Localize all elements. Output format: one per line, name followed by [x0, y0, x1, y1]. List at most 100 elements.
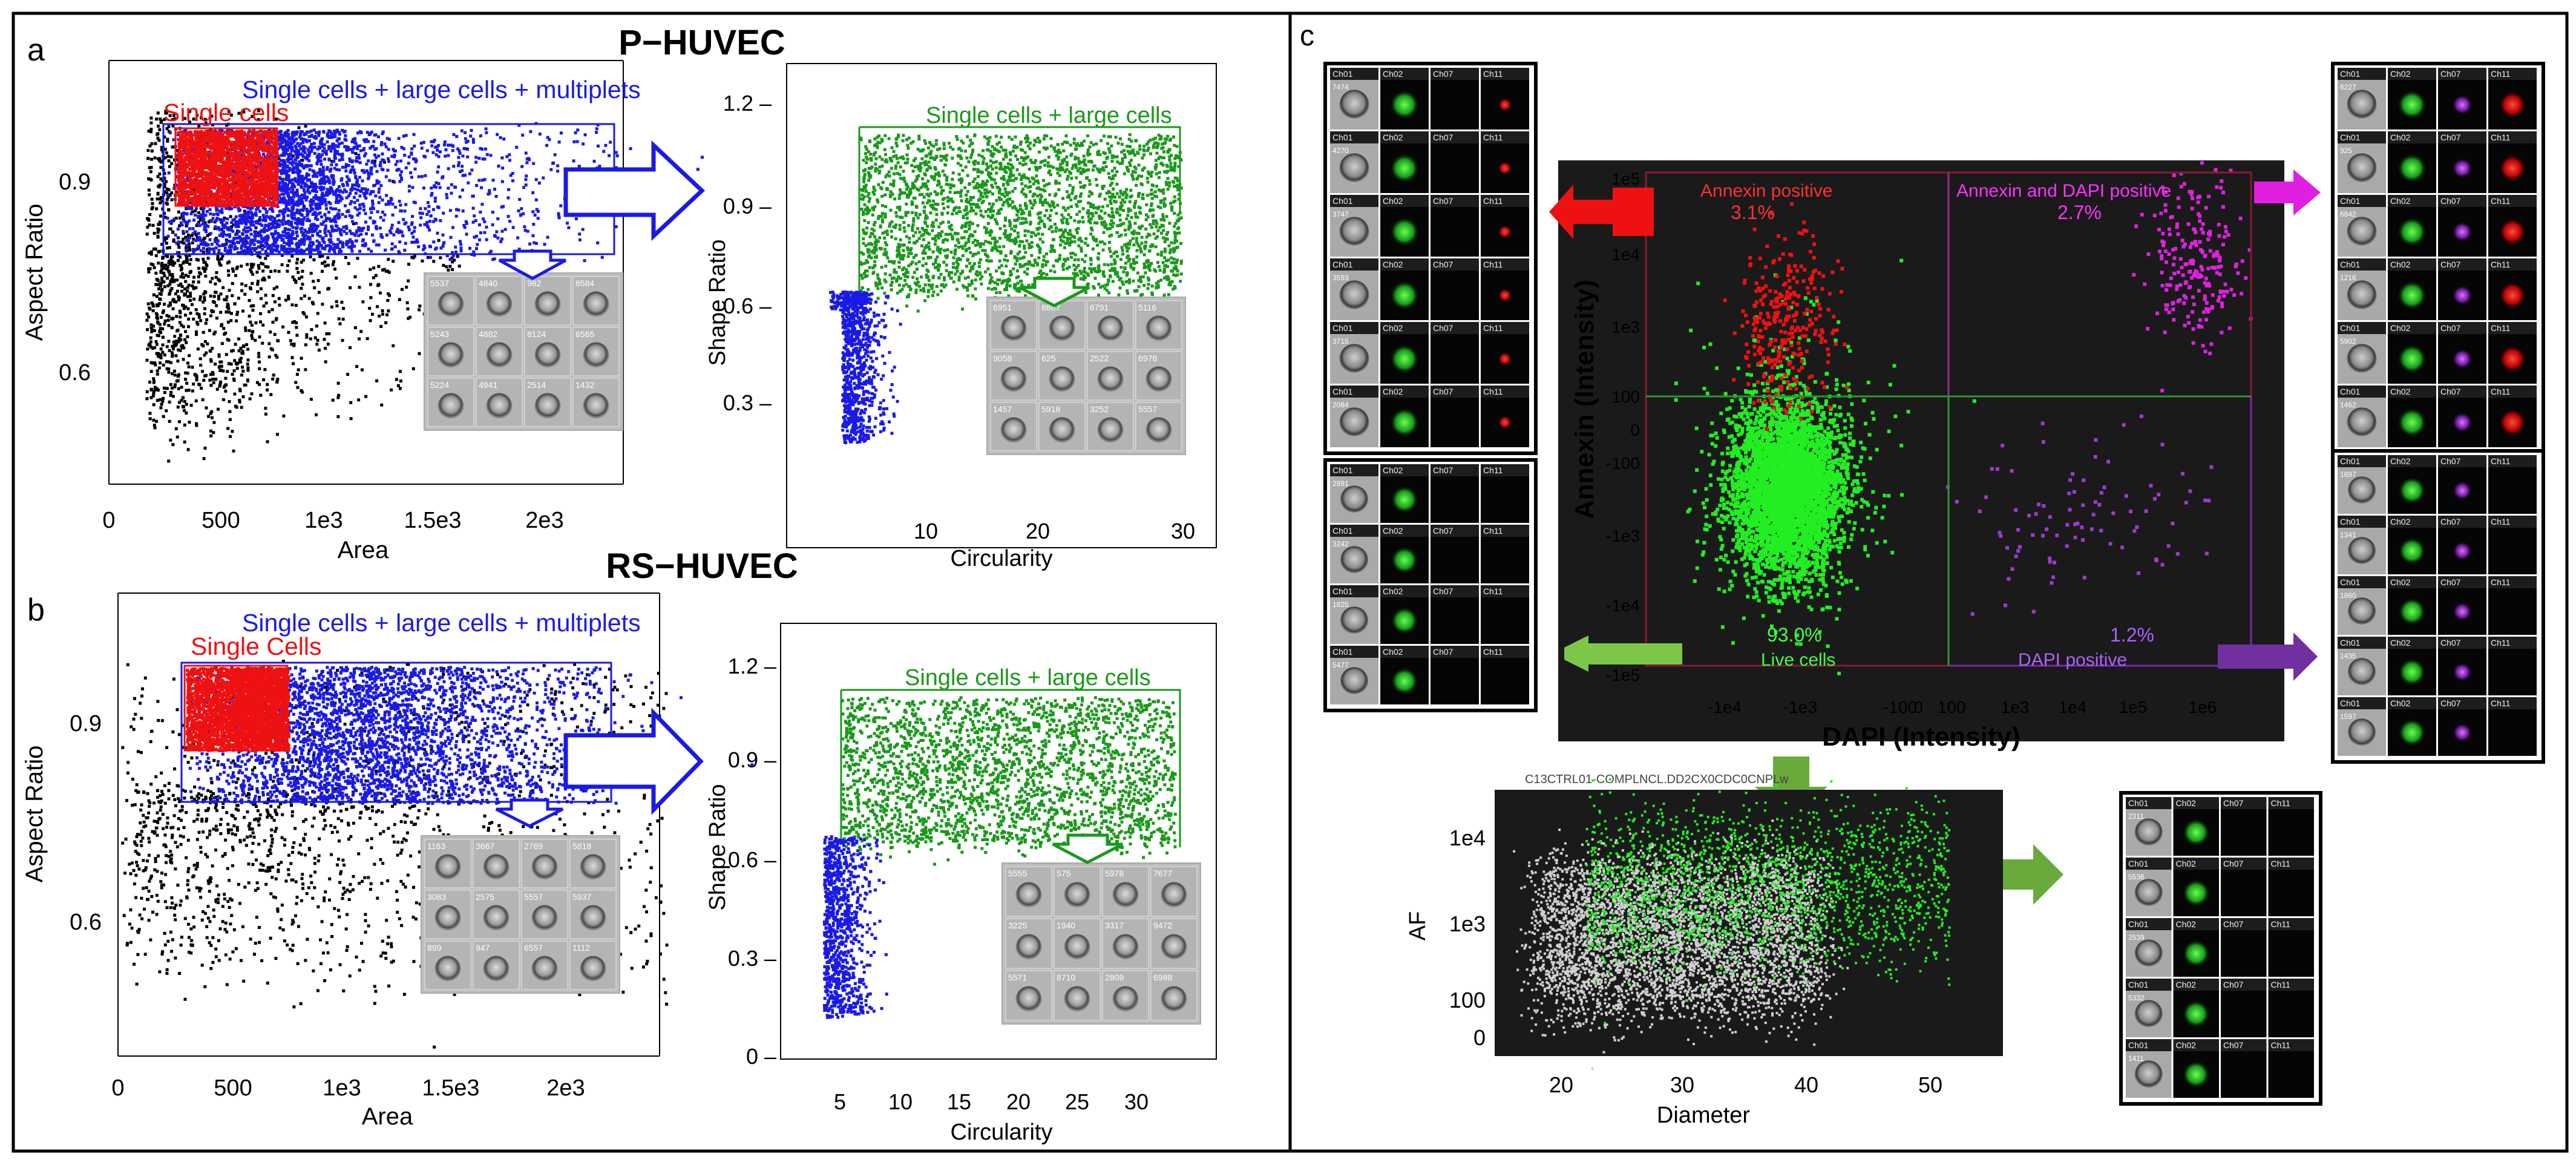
b-shape-ytick: 0.6 – — [728, 847, 776, 872]
c-box-ll-image-tile — [1431, 476, 1479, 523]
red-fluorescence-icon — [2499, 218, 2526, 246]
cell-image-icon — [1161, 882, 1187, 908]
b-big-right-arrow-icon — [563, 707, 704, 815]
dapi-fluorescence-icon — [2452, 481, 2473, 500]
brightfield-cell-icon — [2347, 407, 2377, 438]
c-box-lr-channel-header — [2438, 576, 2486, 588]
cell-image-icon — [1015, 986, 1042, 1012]
c-box-ur-id: 5902 — [2340, 337, 2356, 346]
c-box-ul-channel-label: Ch01 — [1332, 260, 1353, 269]
c-box-bot-image-tile — [2268, 870, 2314, 916]
c-quad-ytick: 1e3 — [1611, 318, 1640, 336]
a-shape-ytick: 1.2 – — [723, 91, 772, 116]
c-box-ul-image-tile — [1431, 398, 1479, 447]
brightfield-cell-icon — [2347, 537, 2376, 565]
brightfield-cell-icon — [2347, 344, 2377, 374]
b-shape-xtick: 10 — [888, 1089, 913, 1114]
c-box-ur-id: 925 — [2340, 146, 2352, 155]
c-box-ur-channel-label: Ch07 — [2440, 196, 2461, 206]
c-live-cells-spread — [1674, 258, 1976, 648]
c-quad-xtick: 1e5 — [2119, 698, 2148, 717]
a-shape-xtick: 20 — [1026, 519, 1050, 543]
cell-image-icon — [1064, 882, 1090, 908]
c-box-ll-id: 3242 — [1332, 540, 1349, 548]
b-gallery-id: 3083 — [427, 892, 446, 902]
c-box-lr-channel-header — [2338, 576, 2386, 588]
cell-image-icon — [1000, 315, 1027, 342]
a-gallery2-id: 1457 — [993, 404, 1012, 414]
c-quad-xtick: -100 — [1883, 698, 1917, 717]
a-shape-axes: 10 20 30 1.2 – 0.9 – 0.6 – 0.3 – — [723, 91, 1195, 543]
cell-image-icon — [1112, 882, 1139, 908]
c-box-ur-channel-label: Ch11 — [2491, 196, 2511, 206]
c-box-bot-channel-header — [2221, 797, 2267, 809]
b-gallery2-id: 1940 — [1057, 921, 1075, 930]
c-box-ur-channel-header — [2338, 68, 2386, 80]
red-fluorescence-icon — [1498, 161, 1512, 176]
c-box-lr-id: 1897 — [2340, 470, 2356, 479]
c-box-lr-channel-header — [2338, 455, 2386, 467]
a-gallery-id: 5537 — [430, 278, 449, 288]
c-box-ur-channel-label: Ch07 — [2440, 260, 2461, 269]
green-fluorescence-icon — [1389, 90, 1420, 120]
c-box-bot-channel-label: Ch07 — [2223, 980, 2244, 989]
cell-image-icon — [1015, 934, 1042, 960]
c-box-lr-channel-label: Ch02 — [2390, 517, 2411, 527]
c-box-ur-id: 6227 — [2340, 83, 2356, 91]
c-box-lr-channel-header — [2388, 697, 2436, 709]
c-box-bot-channel-header — [2126, 1039, 2172, 1051]
c-quad-ylabel: Annexin (Intensity) — [1570, 280, 1599, 519]
c-box-ul-channel-label: Ch01 — [1332, 196, 1353, 206]
c-quad-ytick: 1e4 — [1611, 245, 1640, 264]
c-box-lr-image-tile — [2488, 709, 2537, 756]
panel-c-letter: c — [1300, 20, 1314, 52]
c-box-ul-channel-header — [1431, 195, 1479, 207]
c-box-ur-channel-header — [2438, 386, 2486, 398]
c-box-lr-id: 1341 — [2340, 531, 2356, 539]
green-fluorescence-icon — [2182, 1060, 2211, 1089]
c-box-ll-id: 5477 — [1332, 661, 1349, 669]
c-image-box-live: Ch01 Ch02 Ch07 Ch11 2891 Ch01 Ch02 Ch07 Ch11 3242… — [1323, 458, 1538, 712]
c-arrow-red-left-head — [1549, 185, 1573, 239]
c-box-bot-id: 2539 — [2128, 933, 2145, 942]
c-box-bot-id: 2311 — [2128, 812, 2144, 821]
c-box-ll-image-tile — [1431, 597, 1479, 644]
a-gallery2-id: 5557 — [1138, 404, 1157, 414]
a-scatter-xtick: 0 — [102, 508, 115, 533]
a-gallery-id: 2514 — [527, 380, 546, 390]
c-box-ul-channel-label: Ch02 — [1383, 387, 1403, 396]
green-fluorescence-icon — [2397, 217, 2427, 247]
c-box-lr-channel-label: Ch01 — [2340, 698, 2361, 708]
c-box-ul-channel-header — [1380, 258, 1429, 271]
c-box-lr-channel-label: Ch11 — [2491, 517, 2511, 527]
cell-image-icon — [580, 905, 606, 931]
dapi-fluorescence-icon — [2451, 412, 2473, 433]
red-fluorescence-icon — [2499, 154, 2526, 182]
c-box-bot-channel-header — [2268, 797, 2314, 809]
dapi-fluorescence-icon — [2451, 157, 2473, 179]
c-box-lr-channel-label: Ch07 — [2440, 456, 2461, 466]
c-box-lr-channel-header — [2338, 637, 2386, 649]
c-box-ul-image-tile — [1431, 80, 1479, 130]
cell-image-icon — [534, 393, 561, 419]
b-gate-inner — [183, 665, 289, 752]
c-af-plot: C13CTRL01-COMPLNCL.DD2CX0CDC0CNPLw 20 30 4… — [1405, 773, 2003, 1128]
c-box-lr-channel-header — [2488, 697, 2537, 709]
a-gallery-id: 8584 — [575, 278, 594, 288]
c-quad-ytick: 0 — [1630, 421, 1640, 439]
c-box-lr-id: 1860 — [2340, 591, 2356, 600]
a-gallery-id: 4840 — [479, 278, 497, 288]
c-quad-ytick: -1e3 — [1606, 527, 1640, 545]
c-box-ll-channel-label: Ch11 — [1483, 586, 1503, 596]
red-fluorescence-icon — [1498, 288, 1512, 303]
cell-image-icon — [1097, 315, 1124, 342]
a-gallery-id: 6565 — [575, 329, 594, 339]
c-af-axes: 20 30 40 50 1e4 1e3 100 0 — [1449, 825, 1942, 1097]
c-box-lr-channel-label: Ch01 — [2340, 517, 2361, 527]
a-shape-down-arrow-icon — [1018, 277, 1090, 307]
c-box-ur-channel-label: Ch11 — [2491, 69, 2511, 79]
a-gated-points-sparse — [426, 122, 618, 263]
b-shape-xtick: 30 — [1124, 1089, 1149, 1114]
a-shape-xtick: 30 — [1171, 519, 1195, 543]
